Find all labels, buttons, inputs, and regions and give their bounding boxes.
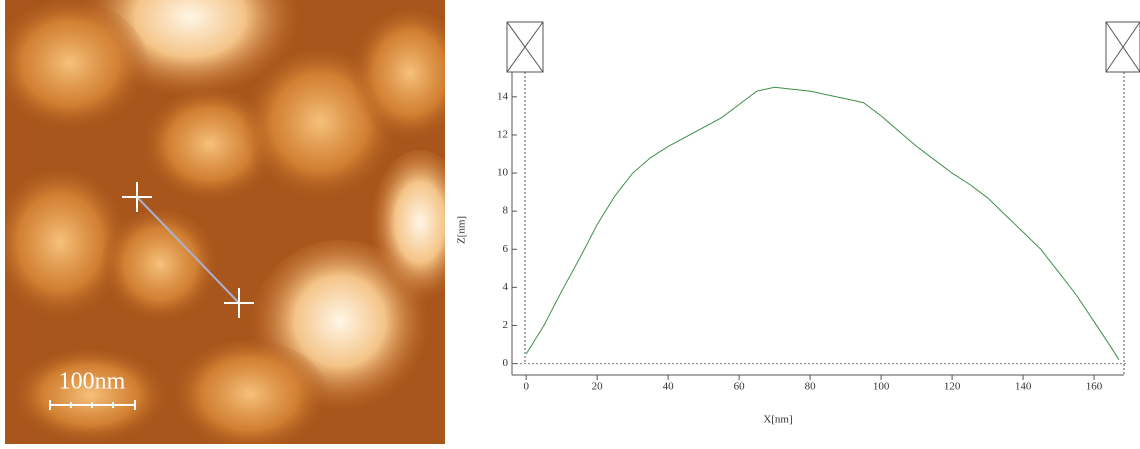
y-tick-label: 6 bbox=[503, 243, 509, 255]
y-tick-label: 14 bbox=[497, 90, 509, 102]
x-tick-label: 100 bbox=[873, 381, 890, 393]
x-tick-label: 20 bbox=[592, 381, 604, 393]
y-tick-label: 4 bbox=[503, 281, 509, 293]
y-tick-label: 8 bbox=[503, 205, 509, 217]
x-tick-label: 80 bbox=[805, 381, 817, 393]
y-tick-label: 0 bbox=[503, 357, 509, 369]
x-tick-label: 120 bbox=[944, 381, 961, 393]
x-tick-label: 60 bbox=[734, 381, 746, 393]
profile-frame bbox=[506, 21, 1140, 376]
y-tick-label: 12 bbox=[497, 128, 508, 140]
x-axis-label: X[nm] bbox=[763, 414, 792, 426]
profile-line bbox=[525, 86, 1120, 361]
afm-image: 100nm bbox=[5, 0, 445, 444]
x-tick-label: 0 bbox=[523, 381, 529, 393]
x-tick-label: 140 bbox=[1015, 381, 1032, 393]
x-tick-label: 160 bbox=[1086, 381, 1103, 393]
scale-label: 100nm bbox=[59, 369, 126, 395]
y-axis-label: Z[nm] bbox=[456, 216, 468, 244]
y-tick-label: 2 bbox=[503, 319, 509, 331]
y-tick-label: 10 bbox=[497, 167, 509, 179]
x-tick-label: 40 bbox=[663, 381, 675, 393]
